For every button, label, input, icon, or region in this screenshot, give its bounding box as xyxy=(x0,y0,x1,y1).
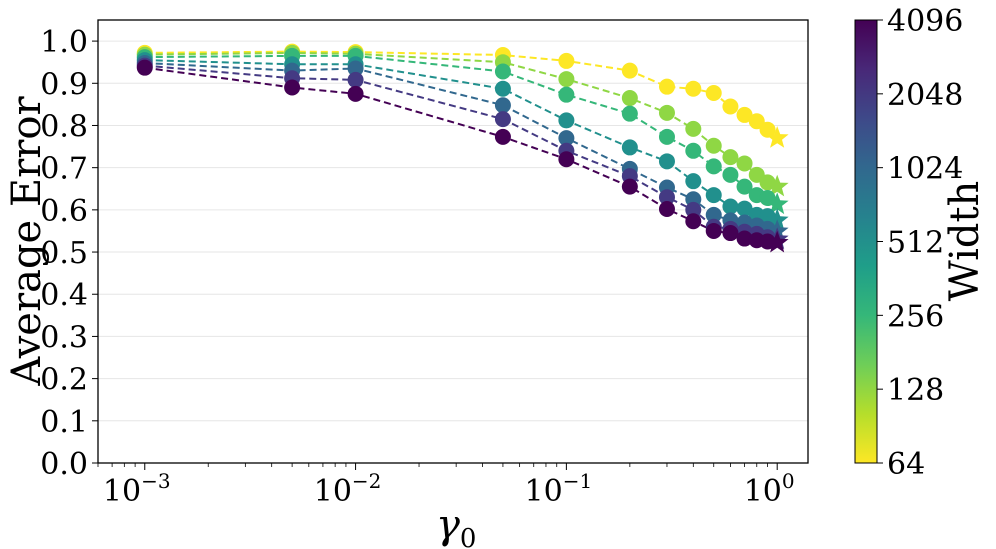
point-marker-64 xyxy=(658,78,675,95)
point-marker-256 xyxy=(558,86,575,103)
y-tick-label: 1.0 xyxy=(40,25,88,60)
point-marker-1024 xyxy=(705,206,722,223)
point-marker-64 xyxy=(685,80,702,97)
point-marker-4096 xyxy=(705,222,722,239)
series-markers xyxy=(136,43,789,253)
point-marker-2048 xyxy=(494,111,511,128)
y-tick-label: 0.6 xyxy=(40,194,88,229)
point-marker-512 xyxy=(685,173,702,190)
point-marker-512 xyxy=(736,200,753,217)
point-marker-64 xyxy=(759,121,776,138)
point-marker-256 xyxy=(658,128,675,145)
colorbar-tick-label: 2048 xyxy=(887,78,963,113)
series-line-256 xyxy=(144,54,778,206)
point-marker-256 xyxy=(736,178,753,195)
point-marker-2048 xyxy=(685,201,702,218)
star-marker-4096 xyxy=(765,230,789,253)
series-lines xyxy=(144,50,778,244)
point-marker-512 xyxy=(494,80,511,97)
star-marker-256 xyxy=(765,192,789,215)
series-line-64 xyxy=(144,50,778,139)
point-marker-1024 xyxy=(347,60,364,77)
colorbar-ticks: 64 128 256 512 1024 2048 4096 xyxy=(877,4,963,482)
point-marker-128 xyxy=(621,90,638,107)
point-marker-128 xyxy=(558,71,575,88)
point-marker-256 xyxy=(685,142,702,159)
axes: 0.0 0.1 0.2 0.3 0.4 0.5 0.6 0.7 0.8 0.9 1.0 10−3 10−… xyxy=(40,25,794,509)
grid-lines xyxy=(98,40,808,464)
star-marker-128 xyxy=(765,174,789,197)
point-marker-4096 xyxy=(558,151,575,168)
x-axis-label: γ0 xyxy=(436,502,476,549)
y-tick-label: 0.1 xyxy=(40,405,88,440)
point-marker-64 xyxy=(621,62,638,79)
point-marker-64 xyxy=(748,113,765,130)
point-marker-512 xyxy=(658,153,675,170)
star-marker-512 xyxy=(765,208,789,231)
colorbar-tick-label: 64 xyxy=(887,447,925,482)
y-tick-label: 0.4 xyxy=(40,278,88,313)
point-marker-4096 xyxy=(722,225,739,242)
point-marker-256 xyxy=(494,63,511,80)
y-tick-label: 0.5 xyxy=(40,236,88,271)
colorbar-tick-label: 256 xyxy=(887,299,944,334)
y-axis-label: Average Error xyxy=(4,96,50,387)
colorbar-tick-label: 4096 xyxy=(887,4,963,39)
point-marker-256 xyxy=(722,166,739,183)
point-marker-4096 xyxy=(658,201,675,218)
star-marker-64 xyxy=(765,126,789,148)
x-tick-label: 10−2 xyxy=(314,469,382,509)
point-marker-128 xyxy=(722,149,739,166)
point-marker-64 xyxy=(722,98,739,115)
colorbar xyxy=(854,19,878,464)
colorbar-tick-label: 512 xyxy=(887,226,944,261)
point-marker-4096 xyxy=(736,230,753,247)
point-marker-512 xyxy=(558,112,575,129)
series-line-128 xyxy=(144,51,778,188)
point-marker-128 xyxy=(736,155,753,172)
point-marker-64 xyxy=(558,52,575,69)
y-tick-label: 0.2 xyxy=(40,363,88,398)
y-tick-label: 0.0 xyxy=(40,447,88,482)
point-marker-512 xyxy=(722,198,739,215)
y-tick-label: 0.8 xyxy=(40,109,88,144)
point-marker-4096 xyxy=(621,178,638,195)
point-marker-4096 xyxy=(759,233,776,250)
point-marker-4096 xyxy=(494,128,511,145)
point-marker-256 xyxy=(705,158,722,175)
x-axis-label-symbol: γ xyxy=(436,502,460,548)
x-axis-label-subscript: 0 xyxy=(460,524,477,549)
point-marker-2048 xyxy=(347,71,364,88)
point-marker-128 xyxy=(705,137,722,154)
colorbar-tick-label: 128 xyxy=(887,373,944,408)
point-marker-256 xyxy=(621,105,638,122)
y-tick-label: 0.9 xyxy=(40,67,88,102)
plot-area-frame xyxy=(97,19,809,464)
point-marker-2048 xyxy=(658,189,675,206)
point-marker-4096 xyxy=(347,85,364,102)
y-tick-label: 0.3 xyxy=(40,320,88,355)
x-tick-label: 10−3 xyxy=(103,469,171,509)
colorbar-label: Width xyxy=(942,181,988,302)
point-marker-512 xyxy=(705,187,722,204)
point-marker-4096 xyxy=(136,59,153,76)
series-line-2048 xyxy=(144,64,778,241)
x-tick-label: 100 xyxy=(744,469,795,509)
series-line-512 xyxy=(144,59,778,222)
point-marker-64 xyxy=(705,84,722,101)
y-tick-label: 0.7 xyxy=(40,152,88,187)
point-marker-1024 xyxy=(558,130,575,147)
point-marker-512 xyxy=(621,139,638,156)
point-marker-1024 xyxy=(494,97,511,114)
point-marker-4096 xyxy=(685,213,702,230)
point-marker-128 xyxy=(685,120,702,137)
x-tick-label: 10−1 xyxy=(525,469,593,509)
point-marker-128 xyxy=(658,104,675,121)
colorbar-tick-label: 1024 xyxy=(887,152,963,187)
point-marker-64 xyxy=(736,106,753,123)
point-marker-4096 xyxy=(284,79,301,96)
